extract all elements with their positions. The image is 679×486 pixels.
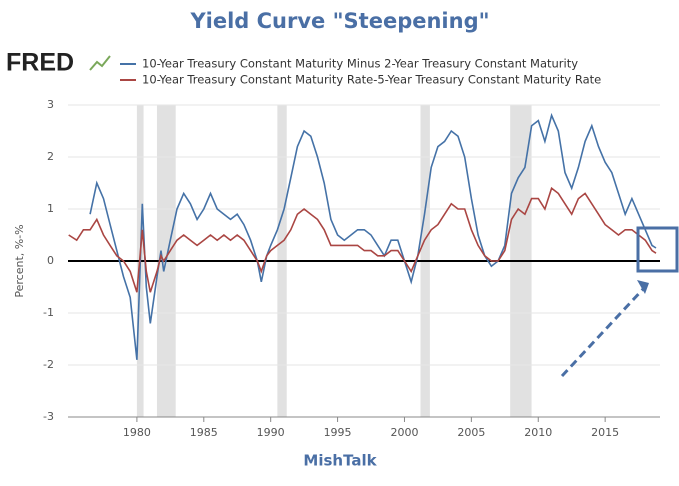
y-axis-label: Percent, %-%	[13, 224, 26, 297]
y-tick-label: -3	[43, 410, 54, 423]
annotation-arrow	[560, 285, 647, 378]
x-tick-label: 2015	[591, 426, 619, 439]
x-tick-label: 2000	[390, 426, 418, 439]
x-tick-label: 1990	[257, 426, 285, 439]
plot-area: -3 -2 -1 0 1 2 3 1980 1985 1990 1995 2000 2005 2010 20…	[43, 98, 660, 439]
x-tick-label: 2010	[524, 426, 552, 439]
y-tick-label: 1	[47, 202, 54, 215]
logo: FRED	[6, 49, 74, 77]
chart-title: Yield Curve "Steepening"	[189, 9, 489, 33]
y-tick-label: 0	[47, 254, 54, 267]
y-tick-label: 2	[47, 150, 54, 163]
y-tick-label: -2	[43, 358, 54, 371]
annotation-box	[636, 226, 679, 273]
legend-label: 10-Year Treasury Constant Maturity Rate-…	[142, 73, 601, 87]
logo-icon	[89, 55, 111, 71]
y-tick-label: 3	[47, 98, 54, 111]
caption: MishTalk	[303, 452, 377, 470]
x-tick-label: 1985	[190, 426, 218, 439]
y-tick-label: -1	[43, 306, 54, 319]
arrow-head	[637, 280, 649, 294]
x-tick-label: 1980	[123, 426, 151, 439]
x-tick-label: 1995	[324, 426, 352, 439]
series-line	[89, 112, 657, 360]
legend-label: 10-Year Treasury Constant Maturity Minus…	[142, 57, 578, 71]
x-tick-label: 2005	[457, 426, 485, 439]
series-line	[68, 186, 657, 293]
